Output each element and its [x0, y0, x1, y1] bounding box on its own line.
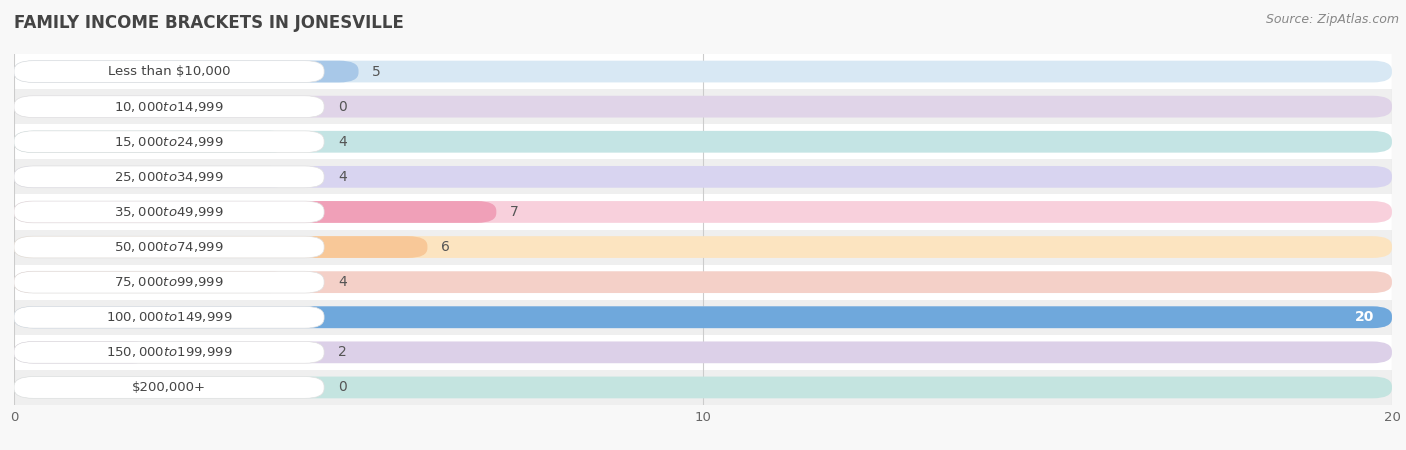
- Bar: [14, 124, 1392, 159]
- FancyBboxPatch shape: [14, 166, 1392, 188]
- FancyBboxPatch shape: [14, 201, 325, 223]
- Bar: [14, 230, 1392, 265]
- FancyBboxPatch shape: [14, 61, 359, 82]
- FancyBboxPatch shape: [14, 342, 325, 363]
- Text: 4: 4: [337, 135, 347, 149]
- Text: Less than $10,000: Less than $10,000: [108, 65, 231, 78]
- Text: 6: 6: [441, 240, 450, 254]
- FancyBboxPatch shape: [14, 201, 1392, 223]
- Bar: [14, 335, 1392, 370]
- FancyBboxPatch shape: [14, 131, 1392, 153]
- FancyBboxPatch shape: [14, 306, 1392, 328]
- FancyBboxPatch shape: [14, 271, 1392, 293]
- Text: 2: 2: [337, 345, 347, 360]
- Text: 0: 0: [337, 99, 347, 114]
- FancyBboxPatch shape: [14, 166, 325, 188]
- FancyBboxPatch shape: [14, 236, 325, 258]
- Text: $35,000 to $49,999: $35,000 to $49,999: [114, 205, 224, 219]
- FancyBboxPatch shape: [14, 377, 1392, 398]
- FancyBboxPatch shape: [14, 271, 290, 293]
- FancyBboxPatch shape: [14, 342, 1392, 363]
- FancyBboxPatch shape: [14, 96, 325, 117]
- Text: 4: 4: [337, 170, 347, 184]
- Text: 0: 0: [337, 380, 347, 395]
- FancyBboxPatch shape: [14, 96, 1392, 117]
- Text: $100,000 to $149,999: $100,000 to $149,999: [105, 310, 232, 324]
- Text: Source: ZipAtlas.com: Source: ZipAtlas.com: [1265, 14, 1399, 27]
- FancyBboxPatch shape: [14, 131, 325, 153]
- Text: 4: 4: [337, 275, 347, 289]
- Bar: [14, 370, 1392, 405]
- Text: $50,000 to $74,999: $50,000 to $74,999: [114, 240, 224, 254]
- FancyBboxPatch shape: [14, 377, 325, 398]
- Text: $15,000 to $24,999: $15,000 to $24,999: [114, 135, 224, 149]
- Text: $10,000 to $14,999: $10,000 to $14,999: [114, 99, 224, 114]
- Bar: [14, 89, 1392, 124]
- FancyBboxPatch shape: [14, 236, 1392, 258]
- FancyBboxPatch shape: [14, 131, 290, 153]
- FancyBboxPatch shape: [14, 61, 325, 82]
- Text: $150,000 to $199,999: $150,000 to $199,999: [105, 345, 232, 360]
- Bar: [14, 265, 1392, 300]
- Text: 5: 5: [373, 64, 381, 79]
- FancyBboxPatch shape: [14, 271, 325, 293]
- FancyBboxPatch shape: [14, 342, 152, 363]
- FancyBboxPatch shape: [14, 201, 496, 223]
- Text: FAMILY INCOME BRACKETS IN JONESVILLE: FAMILY INCOME BRACKETS IN JONESVILLE: [14, 14, 404, 32]
- Text: 20: 20: [1355, 310, 1375, 324]
- Text: $25,000 to $34,999: $25,000 to $34,999: [114, 170, 224, 184]
- Bar: [14, 194, 1392, 230]
- Text: $200,000+: $200,000+: [132, 381, 207, 394]
- FancyBboxPatch shape: [14, 306, 1392, 328]
- FancyBboxPatch shape: [14, 236, 427, 258]
- FancyBboxPatch shape: [14, 166, 290, 188]
- FancyBboxPatch shape: [14, 61, 1392, 82]
- FancyBboxPatch shape: [14, 306, 325, 328]
- Bar: [14, 300, 1392, 335]
- Text: $75,000 to $99,999: $75,000 to $99,999: [114, 275, 224, 289]
- Bar: [14, 54, 1392, 89]
- Bar: [14, 159, 1392, 194]
- Text: 7: 7: [510, 205, 519, 219]
